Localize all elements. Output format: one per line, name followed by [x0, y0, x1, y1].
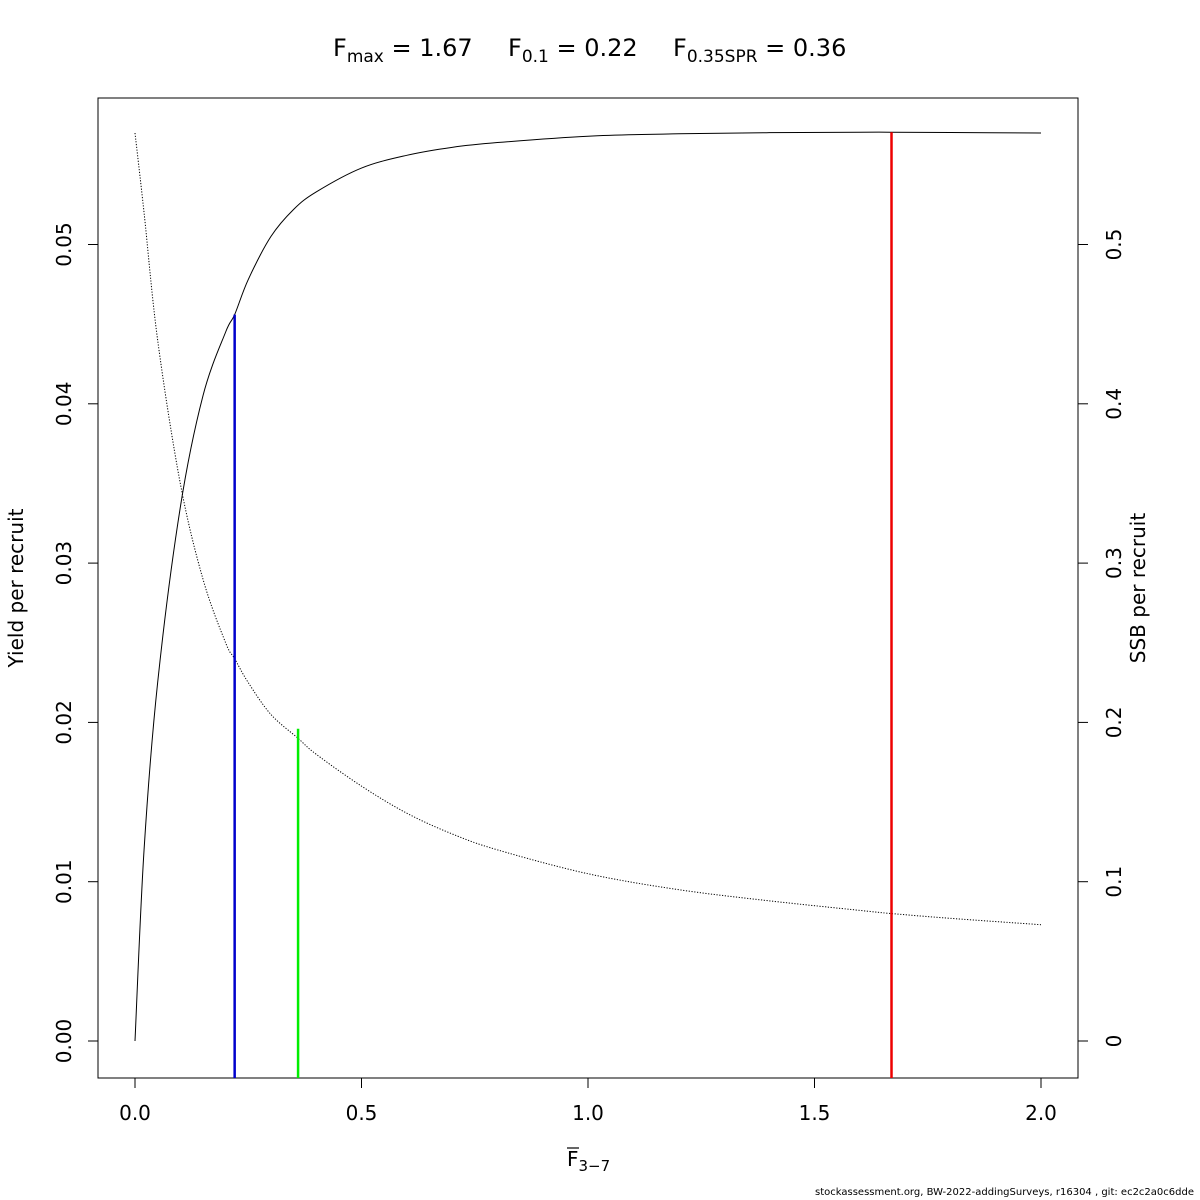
- reference-lines: [233, 132, 893, 1078]
- y-left-tick-label: 0.04: [52, 382, 76, 427]
- series-lines: [134, 131, 1042, 1042]
- y-right-tick-label: 0.1: [1102, 866, 1126, 898]
- x-tick-label: 0.0: [119, 1101, 151, 1125]
- axis-labels: Yield per recruit SSB per recruit F3−7: [4, 508, 1150, 1175]
- y-right-axis-label: SSB per recruit: [1126, 513, 1150, 664]
- y-axis-left: 0.00 0.01 0.02 0.03 0.04 0.05: [52, 222, 98, 1063]
- y-left-tick-label: 0.00: [52, 1019, 76, 1064]
- y-right-tick-label: 0.2: [1102, 706, 1126, 738]
- title-part-1: F0.1 = 0.22: [508, 34, 638, 67]
- x-tick-label: 1.5: [799, 1101, 831, 1125]
- x-tick-label: 2.0: [1025, 1101, 1057, 1125]
- y-right-tick-label: 0.4: [1102, 388, 1126, 420]
- y-left-axis-label: Yield per recruit: [4, 508, 28, 668]
- series-line-yield-per-recruit: [134, 131, 1042, 1042]
- y-right-tick-label: 0.3: [1102, 547, 1126, 579]
- y-left-tick-label: 0.02: [52, 700, 76, 745]
- title-part-2: F0.35SPR = 0.36: [673, 34, 846, 67]
- y-left-tick-label: 0.03: [52, 541, 76, 586]
- footer-note: stockassessment.org, BW-2022-addingSurve…: [815, 1187, 1194, 1198]
- y-left-tick-label: 0.05: [52, 222, 76, 267]
- y-right-tick-label: 0.5: [1102, 229, 1126, 261]
- x-axis: 0.0 0.5 1.0 1.5 2.0: [119, 1078, 1057, 1125]
- y-left-tick-label: 0.01: [52, 859, 76, 904]
- chart-title: Fmax = 1.67 F0.1 = 0.22 F0.35SPR = 0.36: [333, 34, 846, 67]
- x-tick-label: 0.5: [346, 1101, 378, 1125]
- title-part-0: Fmax = 1.67: [333, 34, 473, 67]
- x-tick-label: 1.0: [572, 1101, 604, 1125]
- x-axis-label: F3−7: [567, 1147, 610, 1175]
- y-axis-right: 0 0.1 0.2 0.3 0.4 0.5: [1078, 229, 1126, 1048]
- y-right-tick-label: 0: [1102, 1035, 1126, 1048]
